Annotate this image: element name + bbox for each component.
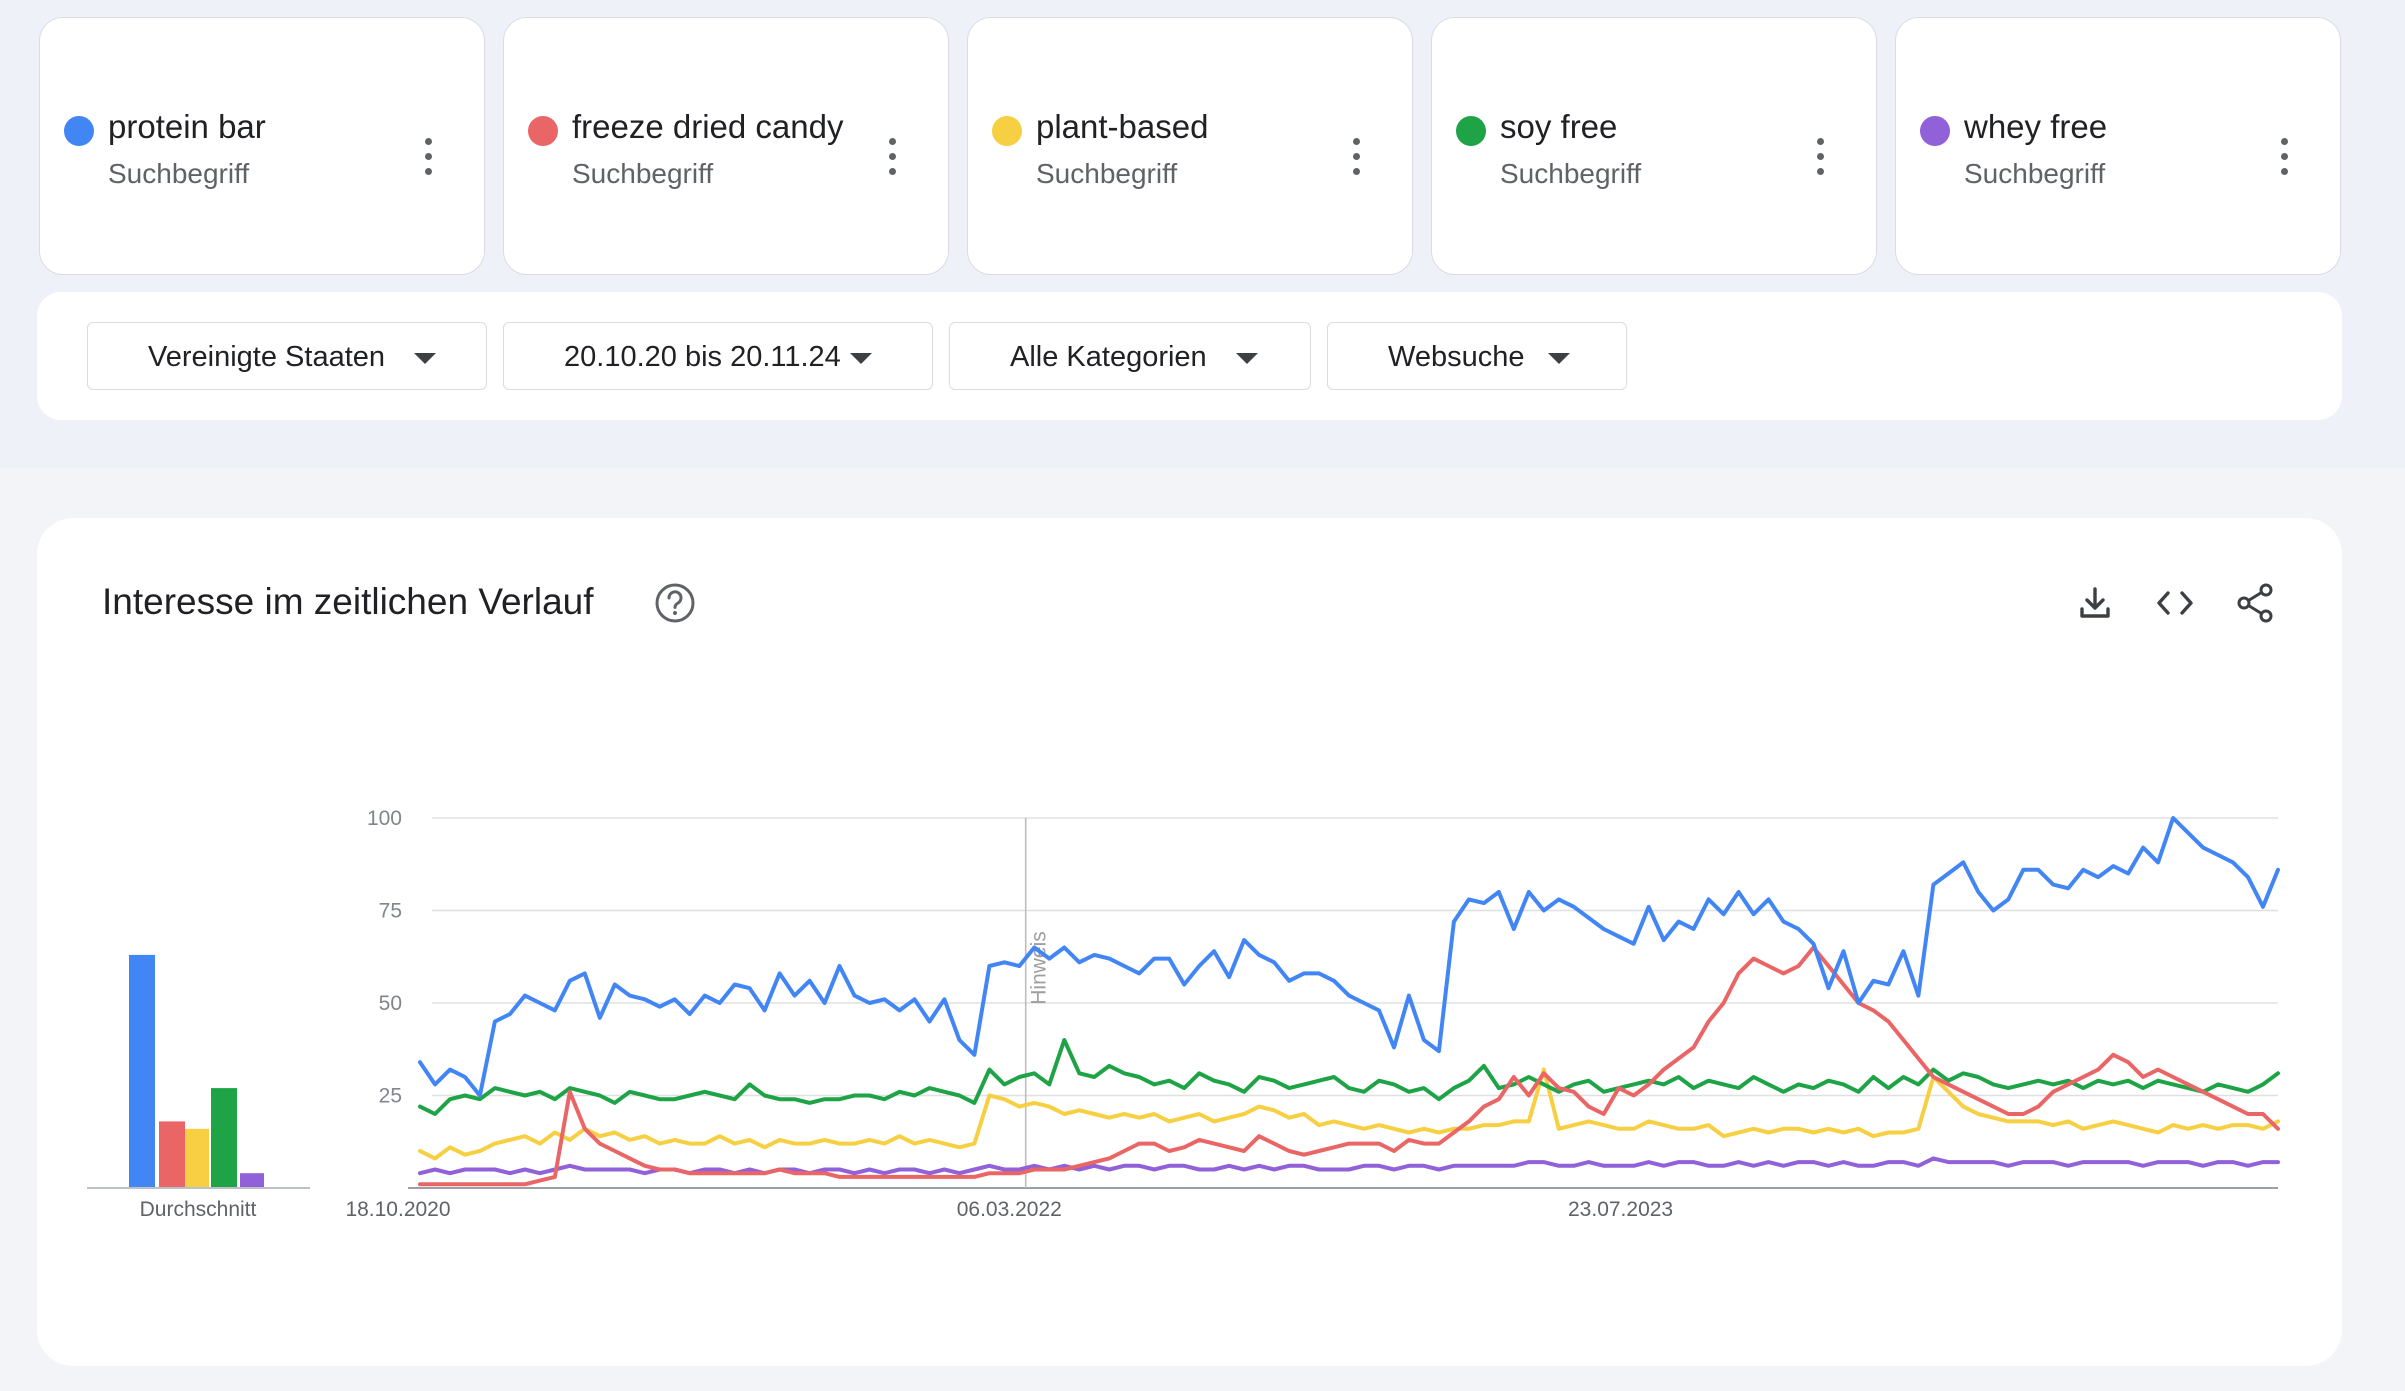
category-label: Alle Kategorien — [1010, 341, 1207, 373]
interest-over-time-chart: Durchschnitt 100 75 50 25 18.10.2020 06.03.2… — [87, 807, 2280, 1221]
term-name: whey free — [1964, 108, 2108, 145]
series-line-protein-bar — [418, 816, 2280, 1098]
more-vert-icon[interactable] — [1338, 126, 1374, 186]
series-line-freeze-dried-candy — [418, 945, 2280, 1187]
date-range-dropdown[interactable]: 20.10.20 bis 20.11.24 — [503, 322, 933, 390]
series-color-dot — [528, 116, 558, 146]
note-marker-label: Hinweis — [1028, 931, 1051, 1005]
average-bar-freeze-dried-candy — [159, 1121, 185, 1188]
term-type: Suchbegriff — [108, 158, 250, 189]
term-type: Suchbegriff — [1036, 158, 1178, 189]
series-color-dot — [1920, 116, 1950, 146]
term-name: freeze dried candy — [572, 108, 844, 145]
term-card-freeze-dried-candy[interactable]: freeze dried candy Suchbegriff — [503, 17, 949, 275]
x-tick-label: 18.10.2020 — [345, 1198, 450, 1221]
x-tick-label: 23.07.2023 — [1568, 1198, 1673, 1221]
series-line-plant-based — [418, 1067, 2280, 1161]
help-circle-icon[interactable] — [654, 582, 696, 624]
gridlines — [408, 817, 2278, 1189]
dropdown-arrow-icon — [414, 353, 436, 364]
y-axis-labels: 100 75 50 25 — [367, 807, 402, 1108]
more-vert-icon[interactable] — [410, 126, 446, 186]
region-label: Vereinigte Staaten — [148, 341, 386, 373]
term-name: protein bar — [108, 108, 266, 145]
more-vert-icon[interactable] — [874, 126, 910, 186]
average-bar-soy-free — [211, 1088, 237, 1188]
series-color-dot — [992, 116, 1022, 146]
date-range-label: 20.10.20 bis 20.11.24 — [564, 341, 841, 373]
search-type-label: Websuche — [1388, 341, 1525, 373]
embed-code-icon[interactable] — [2153, 581, 2197, 625]
dropdown-arrow-icon — [1548, 353, 1570, 364]
term-card-plant-based[interactable]: plant-based Suchbegriff — [967, 17, 1413, 275]
y-tick-label: 25 — [379, 1085, 402, 1108]
download-icon[interactable] — [2073, 581, 2117, 625]
series-lines — [418, 816, 2280, 1187]
average-label: Durchschnitt — [140, 1198, 257, 1221]
x-tick-label: 06.03.2022 — [957, 1198, 1062, 1221]
series-color-dot — [64, 116, 94, 146]
average-bar-protein-bar — [129, 954, 155, 1188]
y-tick-label: 100 — [367, 807, 402, 830]
region-dropdown[interactable]: Vereinigte Staaten — [87, 322, 487, 390]
term-card-soy-free[interactable]: soy free Suchbegriff — [1431, 17, 1877, 275]
panel-title: Interesse im zeitlichen Verlauf — [102, 581, 594, 622]
x-axis-labels: 18.10.2020 06.03.2022 23.07.2023 — [345, 1198, 1673, 1221]
term-card-whey-free[interactable]: whey free Suchbegriff — [1895, 17, 2341, 275]
interest-over-time-card: Interesse im zeitlichen Verlauf Durchsch… — [37, 518, 2342, 1366]
series-color-dot — [1456, 116, 1486, 146]
dropdown-arrow-icon — [850, 353, 872, 364]
y-tick-label: 50 — [379, 992, 402, 1015]
term-type: Suchbegriff — [1964, 158, 2106, 189]
share-icon[interactable] — [2233, 581, 2277, 625]
term-type: Suchbegriff — [572, 158, 714, 189]
category-dropdown[interactable]: Alle Kategorien — [949, 322, 1311, 390]
term-card-protein-bar[interactable]: protein bar Suchbegriff — [39, 17, 485, 275]
average-bars — [129, 954, 264, 1188]
more-vert-icon[interactable] — [1802, 126, 1838, 186]
filter-bar: Vereinigte Staaten 20.10.20 bis 20.11.24… — [37, 292, 2342, 420]
average-bar-plant-based — [185, 1128, 209, 1188]
term-type: Suchbegriff — [1500, 158, 1642, 189]
series-line-soy-free — [418, 1038, 2280, 1116]
y-tick-label: 75 — [379, 900, 402, 923]
average-bar-whey-free — [240, 1173, 264, 1188]
term-name: soy free — [1500, 108, 1618, 145]
term-name: plant-based — [1036, 108, 1209, 145]
search-type-dropdown[interactable]: Websuche — [1327, 322, 1627, 390]
dropdown-arrow-icon — [1236, 353, 1258, 364]
more-vert-icon[interactable] — [2266, 126, 2302, 186]
series-line-whey-free — [418, 1156, 2280, 1176]
